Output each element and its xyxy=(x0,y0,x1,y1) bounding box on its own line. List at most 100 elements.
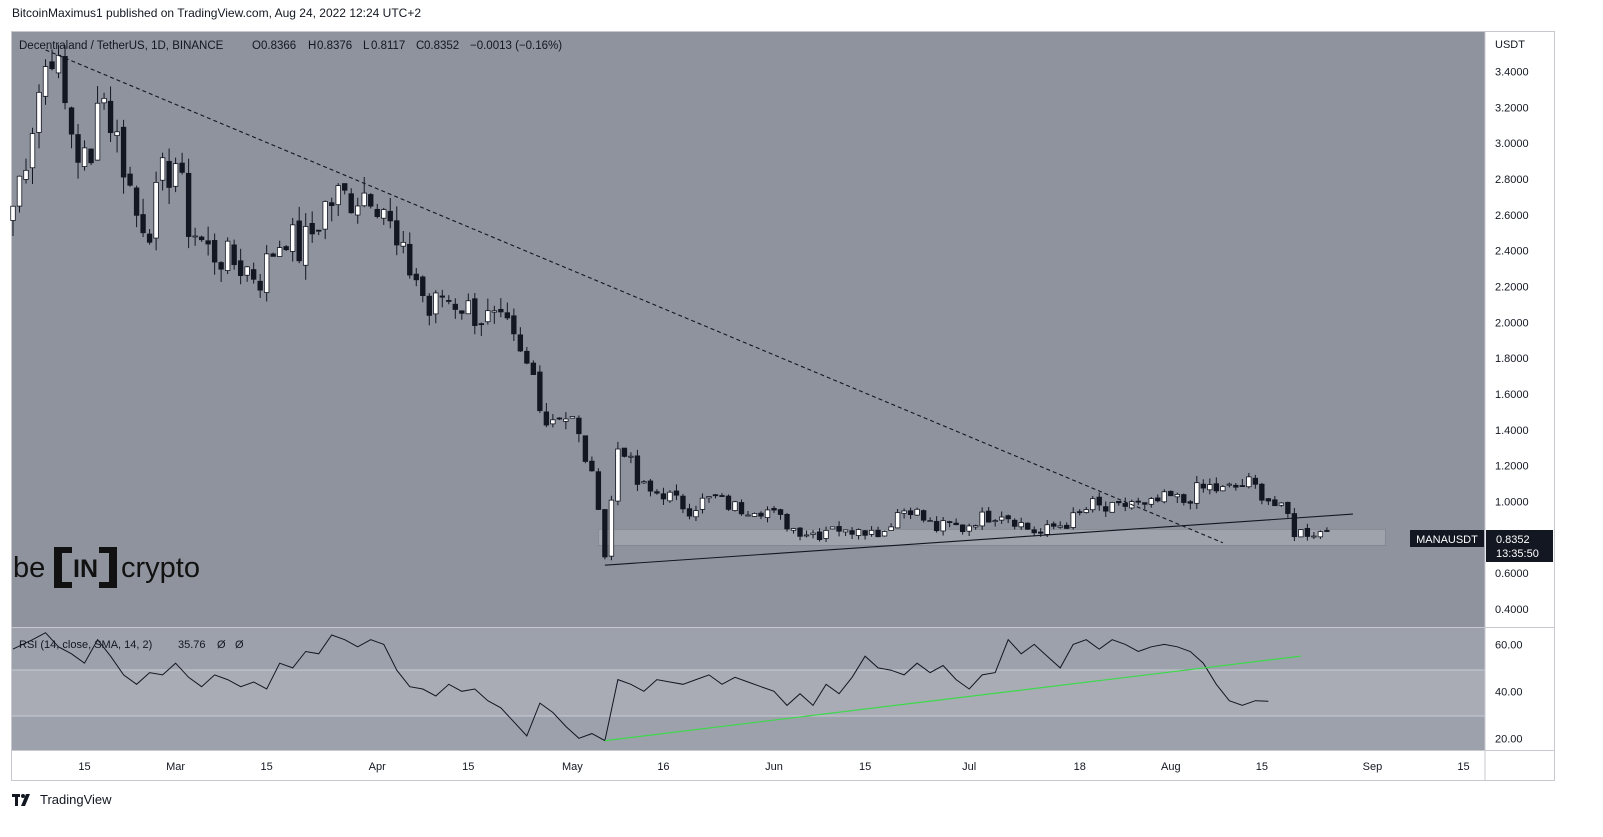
candle-body xyxy=(1044,524,1050,535)
candle-body xyxy=(972,525,979,528)
candle-body xyxy=(1207,484,1213,491)
candle-body xyxy=(49,61,55,70)
candle-body xyxy=(862,530,868,536)
candle-body xyxy=(1090,498,1096,511)
watermark-be: be xyxy=(13,552,45,584)
footer: TradingView xyxy=(12,792,112,807)
time-axis-tick: 18 xyxy=(1074,761,1086,773)
candle-body xyxy=(1298,529,1304,538)
last-price-label: MANAUSDT 0.8352 13:35:50 xyxy=(1410,530,1553,562)
rsi-axis-tick: 20.00 xyxy=(1495,733,1523,745)
candle-body xyxy=(244,266,250,276)
candle-body xyxy=(1278,502,1285,506)
candle-body xyxy=(1233,484,1239,488)
candle-body xyxy=(855,529,862,536)
candle-body xyxy=(309,222,315,235)
candle-body xyxy=(771,507,777,511)
candle-body xyxy=(1239,485,1246,487)
becrypto-watermark: be IN crypto xyxy=(13,547,200,588)
candle-body xyxy=(303,226,309,266)
candle-body xyxy=(647,480,654,492)
price-axis-tick: 2.0000 xyxy=(1495,317,1529,329)
candle-body xyxy=(1311,535,1317,538)
candle-body xyxy=(140,214,146,234)
candle-body xyxy=(283,246,289,251)
rsi-band xyxy=(12,670,1485,716)
candle-body xyxy=(1025,522,1031,530)
rsi-title[interactable]: RSI (14, close, SMA, 14, 2) xyxy=(19,639,152,651)
candle-body xyxy=(1012,519,1018,527)
candle-body xyxy=(270,253,276,257)
candle-body xyxy=(615,448,621,502)
candle-body xyxy=(992,520,998,522)
candle-body xyxy=(205,240,211,245)
close-label: C xyxy=(416,40,424,52)
rsi-axis-tick: 60.00 xyxy=(1495,639,1523,651)
candle-body xyxy=(446,300,452,302)
price-axis-tick: 1.2000 xyxy=(1495,461,1529,473)
candle-body xyxy=(1272,499,1278,507)
candle-body xyxy=(329,202,335,206)
ticker-label-bg xyxy=(1410,530,1484,547)
candle-body xyxy=(940,520,946,532)
candle-body xyxy=(1148,498,1154,505)
support-zone xyxy=(598,529,1386,546)
candle-body xyxy=(602,509,608,558)
candle-body xyxy=(1083,509,1089,513)
candle-body xyxy=(836,526,842,532)
candle-body xyxy=(868,529,875,535)
price-axis-tick: 2.8000 xyxy=(1495,174,1529,186)
candle-body xyxy=(68,107,75,135)
candle-body xyxy=(966,525,972,532)
candle-body xyxy=(725,495,732,510)
rsi-extra-1: Ø xyxy=(217,639,226,651)
candle-body xyxy=(355,205,361,216)
time-axis-tick: 15 xyxy=(859,761,871,773)
candle-body xyxy=(907,510,914,516)
candle-body xyxy=(641,481,647,484)
candle-body xyxy=(361,192,367,207)
candle-body xyxy=(36,91,42,133)
symbol-title[interactable]: Decentraland / TetherUS, 1D, BINANCE xyxy=(19,40,224,52)
candle-body xyxy=(673,490,680,496)
price-label-countdown: 13:35:50 xyxy=(1496,548,1539,560)
candle-body xyxy=(829,526,836,530)
candle-body xyxy=(524,350,530,364)
candle-body xyxy=(1051,523,1057,527)
currency-label: USDT xyxy=(1495,39,1525,51)
footer-brand[interactable]: TradingView xyxy=(40,792,112,807)
rsi-bullish-trendline xyxy=(604,655,1301,742)
candle-body xyxy=(1213,483,1219,492)
candle-body xyxy=(589,460,595,472)
candle-body xyxy=(881,531,888,537)
candle-body xyxy=(1246,476,1252,488)
candle-body xyxy=(901,510,907,514)
watermark-gap-top xyxy=(72,547,99,554)
candle-body xyxy=(849,530,855,535)
candle-body xyxy=(920,510,927,521)
candle-body xyxy=(1018,522,1024,528)
rsi-line xyxy=(12,632,1269,742)
candle-body xyxy=(472,298,478,326)
candle-body xyxy=(459,310,465,314)
candle-body xyxy=(1077,511,1083,514)
price-axis-tick: 0.6000 xyxy=(1495,568,1529,580)
candle-body xyxy=(569,416,576,419)
time-axis-tick: 16 xyxy=(657,761,669,773)
candle-body xyxy=(699,497,706,510)
candle-body xyxy=(1200,483,1206,489)
candle-body xyxy=(537,371,543,411)
candle-body xyxy=(979,511,985,527)
candle-body xyxy=(582,435,589,462)
candle-body xyxy=(1220,486,1226,492)
rsi-extra-2: Ø xyxy=(235,639,244,651)
candle-body xyxy=(133,187,140,216)
candle-body xyxy=(1317,531,1324,538)
candle-body xyxy=(172,163,179,187)
price-pane-background xyxy=(12,32,1485,627)
time-axis-tick: Sep xyxy=(1363,761,1383,773)
candle-body xyxy=(381,209,387,219)
candle-body xyxy=(1304,528,1311,537)
candle-body xyxy=(1064,524,1070,529)
